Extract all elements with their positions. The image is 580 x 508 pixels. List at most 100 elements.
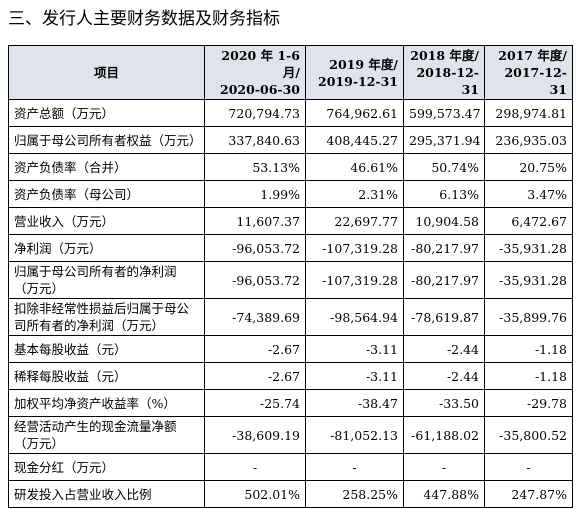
- header-cell: 2020 年 1-6 月/2020-06-30: [204, 45, 306, 100]
- value-cell: -107,319.28: [305, 261, 404, 299]
- value-cell: -: [305, 453, 404, 481]
- value-cell: 50.74%: [403, 153, 485, 181]
- row-label: 资产负债率（合并）: [8, 153, 205, 181]
- value-cell: 298,974.81: [484, 99, 573, 127]
- header-cell: 项目: [8, 45, 205, 100]
- row-label: 资产负债率（母公司）: [8, 180, 205, 208]
- header-text: 2017-12-31: [504, 65, 567, 97]
- row-label: 经营活动产生的现金流量净额（万元）: [8, 416, 205, 454]
- value-cell: -1.18: [484, 362, 573, 390]
- value-cell: -38,609.19: [204, 416, 306, 454]
- header-cell: 2017 年度/2017-12-31: [484, 45, 573, 100]
- value-cell: -3.11: [305, 362, 404, 390]
- value-cell: -1.18: [484, 335, 573, 363]
- header-text: 2019 年度/: [329, 56, 398, 72]
- value-cell: 3.47%: [484, 180, 573, 208]
- value-cell: -98,564.94: [305, 298, 404, 336]
- value-cell: -96,053.72: [204, 234, 306, 262]
- value-cell: -33.50: [403, 389, 485, 417]
- table-row: 研发投入占营业收入比例 502.01% 258.25% 447.88% 247.87%: [8, 480, 573, 508]
- header-text: 2020 年 1-6 月/: [221, 48, 300, 80]
- row-label: 资产总额（万元）: [8, 99, 205, 127]
- value-cell: -78,619.87: [403, 298, 485, 336]
- row-label: 营业收入（万元）: [8, 207, 205, 235]
- value-cell: 6,472.67: [484, 207, 573, 235]
- value-cell: 10,904.58: [403, 207, 485, 235]
- row-label: 现金分红（万元）: [8, 453, 205, 481]
- table-row: 净利润（万元） -96,053.72 -107,319.28 -80,217.97 -3…: [8, 234, 573, 262]
- value-cell: 599,573.47: [403, 99, 485, 127]
- value-cell: -2.67: [204, 362, 306, 390]
- value-cell: 22,697.77: [305, 207, 404, 235]
- value-cell: 447.88%: [403, 480, 485, 508]
- value-cell: -25.74: [204, 389, 306, 417]
- header-text: 2018 年度/: [410, 48, 479, 63]
- value-cell: -35,931.28: [484, 234, 573, 262]
- value-cell: 20.75%: [484, 153, 573, 181]
- value-cell: 236,935.03: [484, 126, 573, 154]
- value-cell: 337,840.63: [204, 126, 306, 154]
- heading: 三、发行人主要财务数据及财务指标: [8, 9, 280, 29]
- header-text: 2020-06-30: [220, 82, 300, 97]
- value-cell: -35,899.76: [484, 298, 573, 336]
- table-row: 归属于母公司所有者的净利润（万元） -96,053.72 -107,319.28 -8…: [8, 261, 573, 299]
- value-cell: 11,607.37: [204, 207, 306, 235]
- value-cell: -2.44: [403, 362, 485, 390]
- header-text: 2017 年度/: [498, 48, 567, 63]
- table-row: 基本每股收益（元） -2.67 -3.11 -2.44 -1.18: [8, 335, 573, 363]
- value-cell: -29.78: [484, 389, 573, 417]
- value-cell: -: [484, 453, 573, 481]
- value-cell: -2.67: [204, 335, 306, 363]
- row-label: 扣除非经常性损益后归属于母公司所有者的净利润（万元）: [8, 298, 205, 336]
- value-cell: 258.25%: [305, 480, 404, 508]
- row-label: 研发投入占营业收入比例: [8, 480, 205, 508]
- table-row: 资产负债率（母公司） 1.99% 2.31% 6.13% 3.47%: [8, 180, 573, 208]
- header-text: 项目: [93, 65, 119, 80]
- header-text: 2018-12-31: [416, 65, 479, 97]
- table-row: 经营活动产生的现金流量净额（万元） -38,609.19 -81,052.13 -61…: [8, 416, 573, 454]
- value-cell: -2.44: [403, 335, 485, 363]
- value-cell: 46.61%: [305, 153, 404, 181]
- table-row: 归属于母公司所有者权益（万元） 337,840.63 408,445.27 295,3…: [8, 126, 573, 154]
- value-cell: 247.87%: [484, 480, 573, 508]
- table-row: 现金分红（万元） - - - -: [8, 453, 573, 481]
- header-row: 项目 2020 年 1-6 月/2020-06-30 2019 年度/2019-12…: [8, 45, 573, 100]
- value-cell: -35,931.28: [484, 261, 573, 299]
- row-label: 归属于母公司所有者的净利润（万元）: [8, 261, 205, 299]
- value-cell: -107,319.28: [305, 234, 404, 262]
- value-cell: 2.31%: [305, 180, 404, 208]
- row-label: 稀释每股收益（元）: [8, 362, 205, 390]
- value-cell: -: [403, 453, 485, 481]
- row-label: 加权平均净资产收益率（%）: [8, 389, 205, 417]
- value-cell: -: [204, 453, 306, 481]
- header-cell: 2019 年度/2019-12-31: [305, 45, 404, 100]
- value-cell: 502.01%: [204, 480, 306, 508]
- table-row: 资产总额（万元） 720,794.73 764,962.61 599,573.47 29…: [8, 99, 573, 127]
- value-cell: -80,217.97: [403, 234, 485, 262]
- value-cell: 53.13%: [204, 153, 306, 181]
- value-cell: 1.99%: [204, 180, 306, 208]
- value-cell: -81,052.13: [305, 416, 404, 454]
- financial-table: 项目 2020 年 1-6 月/2020-06-30 2019 年度/2019-12…: [8, 45, 573, 508]
- value-cell: -61,188.02: [403, 416, 485, 454]
- table-row: 资产负债率（合并） 53.13% 46.61% 50.74% 20.75%: [8, 153, 573, 181]
- table-row: 加权平均净资产收益率（%） -25.74 -38.47 -33.50 -29.78: [8, 389, 573, 417]
- value-cell: 764,962.61: [305, 99, 404, 127]
- value-cell: -96,053.72: [204, 261, 306, 299]
- value-cell: -3.11: [305, 335, 404, 363]
- value-cell: -35,800.52: [484, 416, 573, 454]
- value-cell: 408,445.27: [305, 126, 404, 154]
- header-text: 2019-12-31: [318, 73, 398, 89]
- row-label: 基本每股收益（元）: [8, 335, 205, 363]
- table-row: 营业收入（万元） 11,607.37 22,697.77 10,904.58 6,472…: [8, 207, 573, 235]
- row-label: 归属于母公司所有者权益（万元）: [8, 126, 205, 154]
- row-label: 净利润（万元）: [8, 234, 205, 262]
- table-row: 扣除非经常性损益后归属于母公司所有者的净利润（万元） -74,389.69 -98,…: [8, 298, 573, 336]
- value-cell: 295,371.94: [403, 126, 485, 154]
- header-cell: 2018 年度/2018-12-31: [403, 45, 485, 100]
- value-cell: 6.13%: [403, 180, 485, 208]
- table-row: 稀释每股收益（元） -2.67 -3.11 -2.44 -1.18: [8, 362, 573, 390]
- value-cell: -80,217.97: [403, 261, 485, 299]
- value-cell: 720,794.73: [204, 99, 306, 127]
